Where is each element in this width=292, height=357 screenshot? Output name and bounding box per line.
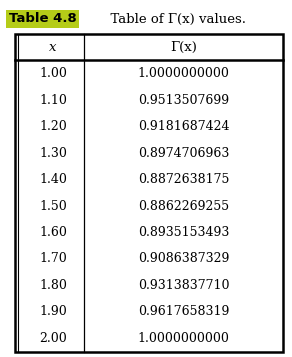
Text: 1.70: 1.70: [39, 252, 67, 266]
Text: 1.60: 1.60: [39, 226, 67, 239]
Text: 1.00: 1.00: [39, 67, 67, 80]
Text: 1.90: 1.90: [39, 306, 67, 318]
Text: 1.0000000000: 1.0000000000: [138, 67, 230, 80]
Text: 0.8872638175: 0.8872638175: [138, 173, 230, 186]
Text: 1.30: 1.30: [39, 147, 67, 160]
Text: Table of Γ(x) values.: Table of Γ(x) values.: [102, 12, 246, 25]
Text: x: x: [49, 41, 56, 54]
Text: Table 4.8: Table 4.8: [9, 12, 77, 25]
Text: 0.8974706963: 0.8974706963: [138, 147, 230, 160]
Text: 1.20: 1.20: [39, 120, 67, 133]
Text: Γ(x): Γ(x): [171, 41, 197, 54]
Text: 0.8935153493: 0.8935153493: [138, 226, 230, 239]
Text: 0.9086387329: 0.9086387329: [138, 252, 230, 266]
Text: 1.0000000000: 1.0000000000: [138, 332, 230, 345]
Text: 2.00: 2.00: [39, 332, 67, 345]
Text: 1.10: 1.10: [39, 94, 67, 107]
Text: 0.9313837710: 0.9313837710: [138, 279, 230, 292]
Bar: [15, 34, 283, 352]
Text: 1.40: 1.40: [39, 173, 67, 186]
Text: 0.9617658319: 0.9617658319: [138, 306, 230, 318]
Text: 1.80: 1.80: [39, 279, 67, 292]
Text: 0.8862269255: 0.8862269255: [138, 200, 230, 212]
Text: 0.9181687424: 0.9181687424: [138, 120, 230, 133]
Text: 0.9513507699: 0.9513507699: [138, 94, 230, 107]
Text: 1.50: 1.50: [39, 200, 67, 212]
